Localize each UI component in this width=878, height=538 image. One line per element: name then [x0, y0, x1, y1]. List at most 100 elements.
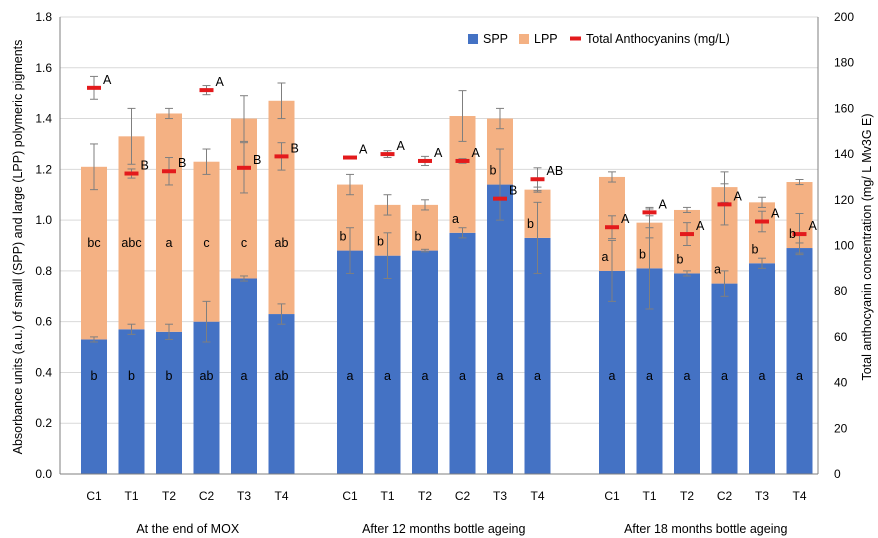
anthocyanin-marker: [380, 152, 395, 157]
y-right-tick-label: 200: [834, 10, 854, 24]
lpp-letter: ab: [275, 236, 289, 250]
lpp-letter: abc: [121, 236, 141, 250]
x-tick-label: T3: [237, 489, 251, 503]
bar-spp: [231, 278, 257, 474]
spp-letter: b: [128, 369, 135, 383]
anthocyanin-marker: [199, 88, 214, 93]
anthocyanin-letter: A: [472, 146, 481, 160]
y-left-axis-title: Absorbance units (a.u.) of small (SPP) a…: [11, 40, 25, 455]
x-tick-label: T3: [755, 489, 769, 503]
bar-spp: [412, 250, 438, 474]
spp-letter: b: [166, 369, 173, 383]
bar-spp: [524, 237, 551, 474]
spp-letter: b: [91, 369, 98, 383]
bar-spp: [268, 314, 295, 474]
anthocyanin-letter: A: [696, 219, 705, 233]
x-tick-label: T1: [124, 489, 138, 503]
y-left-tick-label: 1.4: [35, 112, 52, 126]
lpp-letter: b: [377, 235, 384, 249]
lpp-letter: c: [241, 236, 247, 250]
anthocyanin-marker: [605, 225, 619, 230]
anthocyanin-marker: [162, 169, 176, 174]
lpp-letter: b: [490, 164, 497, 178]
anthocyanin-letter: A: [359, 143, 368, 157]
lpp-letter: a: [452, 212, 459, 226]
spp-letter: a: [684, 369, 691, 383]
spp-letter: a: [759, 369, 766, 383]
gridlines: [60, 16, 818, 475]
y-right-tick-label: 60: [834, 330, 848, 344]
y-right-tick-label: 80: [834, 284, 848, 298]
anthocyanin-letter: B: [253, 153, 261, 167]
x-tick-label: T1: [642, 489, 656, 503]
y-left-tick-label: 0.2: [35, 416, 52, 430]
anthocyanin-letter: A: [659, 197, 668, 211]
y-right-axis-title: Total anthocyanin concentration (mg/ L M…: [860, 113, 874, 380]
y-right-tick-label: 140: [834, 147, 854, 161]
y-left-tick-label: 0.8: [35, 264, 52, 278]
anthocyanin-marker: [274, 154, 289, 159]
spp-letter: a: [241, 369, 248, 383]
y-left-tick-label: 1.6: [35, 61, 52, 75]
anthocyanin-marker: [87, 85, 101, 90]
group-label: At the end of MOX: [136, 522, 239, 536]
bar-spp: [118, 329, 145, 474]
y-left-tick-label: 0.4: [35, 365, 52, 379]
anthocyanin-letter: A: [434, 146, 443, 160]
anthocyanin-marker: [530, 177, 545, 182]
legend-swatch-spp: [468, 34, 478, 44]
y-right-tick-label: 20: [834, 421, 848, 435]
lpp-letter: bc: [87, 236, 100, 250]
spp-letter: ab: [200, 369, 214, 383]
bar-lpp: [81, 166, 107, 340]
spp-letter: a: [796, 369, 803, 383]
y-right-tick-label: 180: [834, 56, 854, 70]
legend-swatch-lpp: [519, 34, 529, 44]
anthocyanin-letter: A: [103, 73, 112, 87]
y-right-tick-label: 0: [834, 467, 841, 481]
anthocyanin-letter: A: [397, 139, 406, 153]
bar-spp: [81, 339, 107, 474]
legend: SPP LPP Total Anthocyanins (mg/L): [468, 32, 730, 46]
group-label: After 18 months bottle ageing: [624, 522, 787, 536]
x-tick-label: C1: [604, 489, 620, 503]
y-left-tick-label: 1.2: [35, 162, 52, 176]
x-tick-label: T2: [418, 489, 432, 503]
lpp-letter: a: [166, 236, 173, 250]
x-tick-label: T4: [274, 489, 288, 503]
spp-letter: a: [459, 369, 466, 383]
anthocyanin-letter: A: [771, 207, 780, 221]
anthocyanin-letter: B: [291, 141, 299, 155]
lpp-letter: b: [789, 227, 796, 241]
y-left-tick-label: 1.0: [35, 213, 52, 227]
legend-swatch-anthocyanins: [570, 36, 581, 41]
bar-lpp: [412, 204, 438, 251]
bar-spp: [449, 232, 476, 474]
spp-letter: a: [497, 369, 504, 383]
x-tick-label: T4: [792, 489, 806, 503]
significance-letters: bbcAbabcBbaBabcAacBababBabAabAabAaaAabBa…: [87, 73, 817, 383]
bar-spp: [337, 250, 363, 474]
anthocyanin-marker: [343, 155, 357, 160]
lpp-letter: a: [714, 263, 721, 277]
y-left-tick-label: 0.6: [35, 315, 52, 329]
anthocyanin-marker: [124, 171, 139, 176]
lpp-letter: b: [752, 242, 759, 256]
x-tick-label: C2: [455, 489, 471, 503]
legend-label-lpp: LPP: [534, 32, 558, 46]
lpp-letter: b: [677, 252, 684, 266]
lpp-letter: a: [602, 250, 609, 264]
anthocyanin-letter: B: [509, 184, 517, 198]
x-tick-label: C2: [199, 489, 215, 503]
y-left-tick-label: 1.8: [35, 10, 52, 24]
lpp-letter: b: [527, 217, 534, 231]
x-tick-label: C1: [86, 489, 102, 503]
anthocyanin-letter: B: [141, 159, 149, 173]
anthocyanin-marker: [680, 232, 694, 237]
lpp-letter: b: [340, 230, 347, 244]
anthocyanin-marker: [755, 219, 769, 224]
bar-spp: [487, 184, 513, 475]
anthocyanin-marker: [418, 158, 432, 163]
